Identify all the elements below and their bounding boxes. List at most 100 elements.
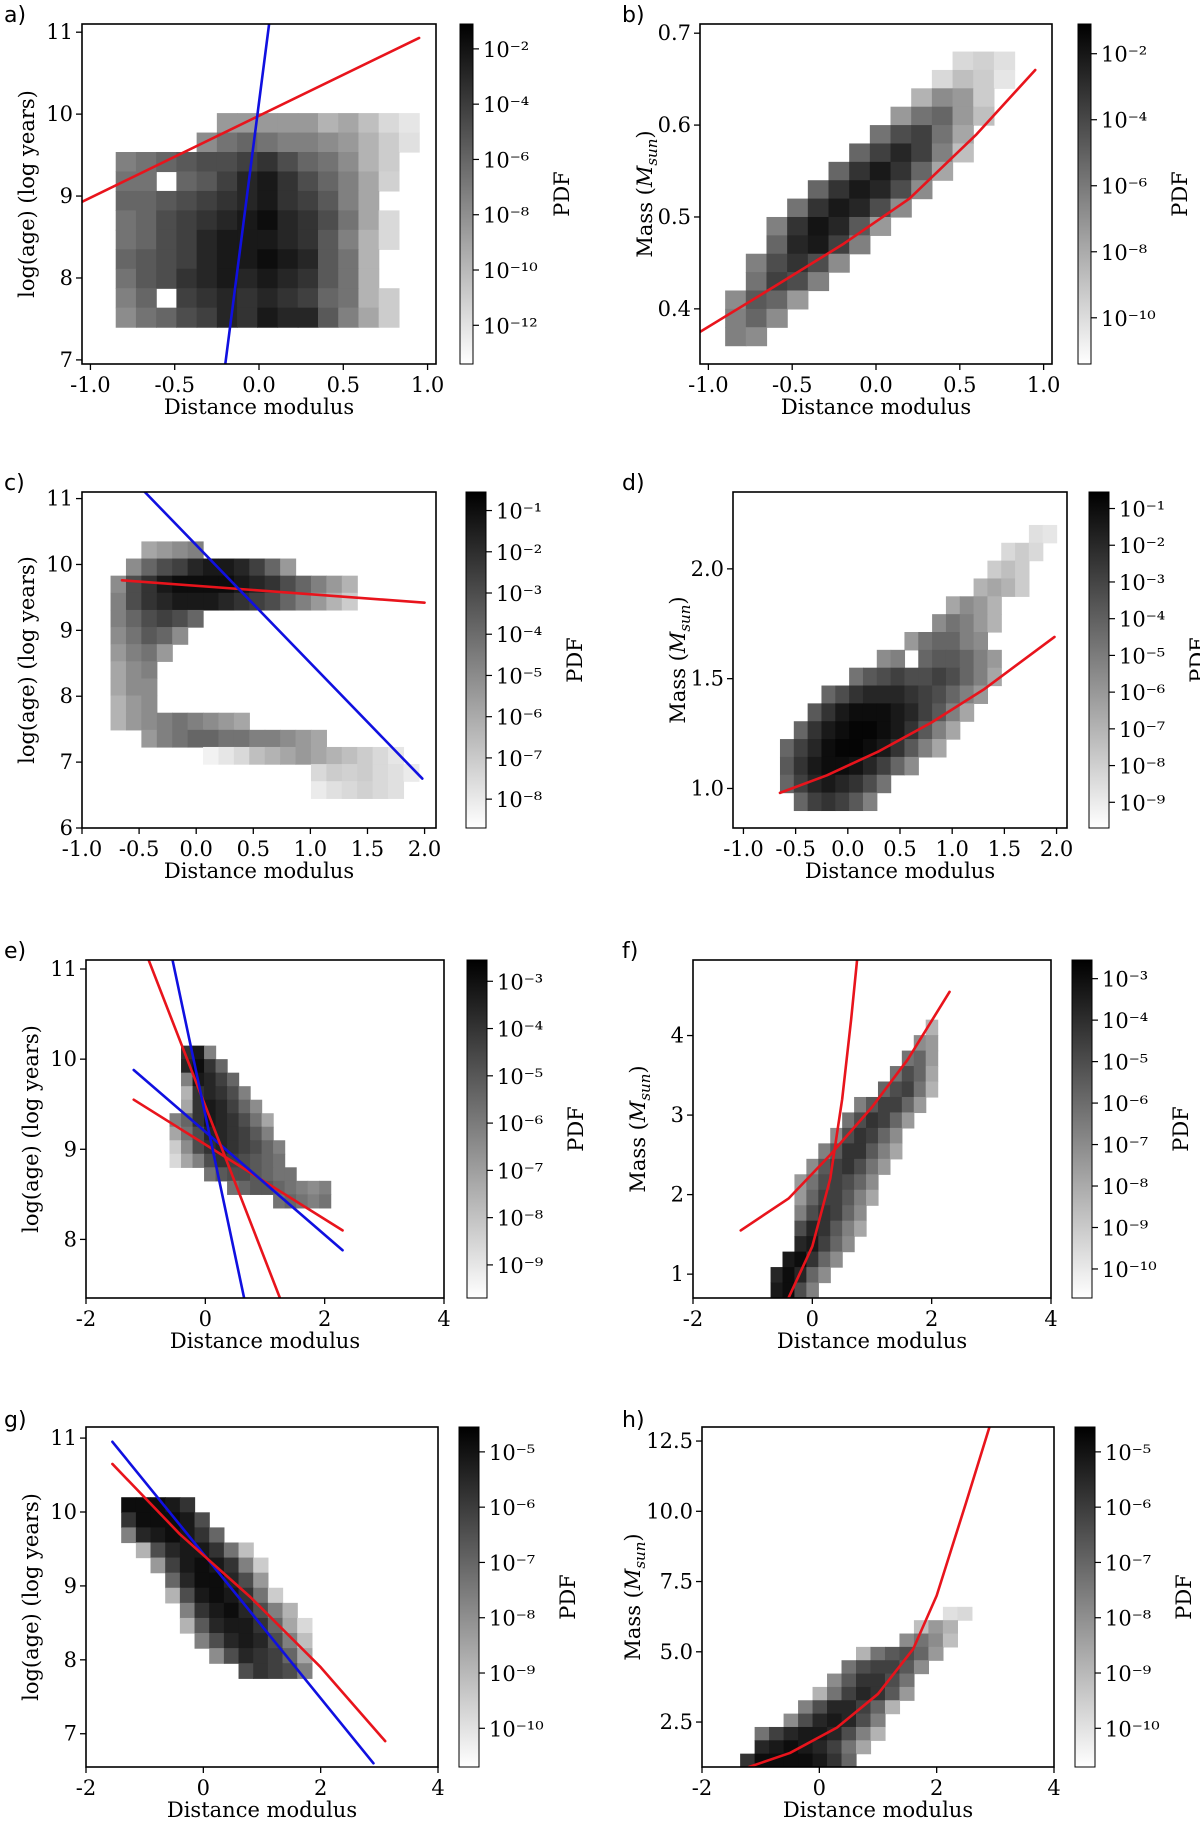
heatmap-cell bbox=[782, 1251, 796, 1268]
heatmap-cell bbox=[807, 721, 823, 740]
colorbar bbox=[459, 23, 474, 365]
x-tick-label: 0.0 bbox=[179, 837, 212, 861]
fit-lines bbox=[739, 960, 951, 1298]
colorbar-tick-label: 10⁻⁸ bbox=[1102, 1175, 1148, 1199]
x-tick-label: 0.0 bbox=[831, 837, 864, 861]
heatmap-cell bbox=[911, 106, 933, 126]
heatmap-cell bbox=[261, 1153, 274, 1168]
heatmap-cell bbox=[828, 216, 850, 236]
heatmap-cell bbox=[194, 1602, 210, 1619]
heatmap-cell bbox=[176, 152, 198, 173]
heatmap-cell bbox=[876, 649, 892, 669]
heatmap-cell bbox=[890, 125, 912, 145]
heatmap-cell bbox=[238, 1126, 251, 1141]
heatmap-cell bbox=[876, 685, 892, 704]
colorbar-tick-label: 10⁻⁶ bbox=[1102, 1092, 1148, 1116]
heatmap-cell bbox=[338, 171, 360, 192]
heatmap-cell bbox=[125, 695, 142, 714]
heatmap-cell bbox=[849, 703, 864, 722]
heatmap-cell bbox=[842, 1220, 855, 1237]
heatmap-cell bbox=[862, 721, 878, 740]
heatmap-cell bbox=[952, 143, 974, 163]
heatmap-cell bbox=[267, 1663, 284, 1679]
y-tick-label: 7.5 bbox=[660, 1570, 693, 1594]
heatmap-cell bbox=[280, 746, 297, 765]
heatmap-cell bbox=[357, 746, 374, 765]
heatmap-cell bbox=[807, 198, 830, 218]
x-tick-label: 2 bbox=[925, 1307, 938, 1331]
colorbar-tick-label: 10⁻⁶ bbox=[496, 706, 542, 730]
heatmap-cell bbox=[203, 746, 220, 765]
heatmap-cell bbox=[849, 756, 864, 776]
heatmap-cell bbox=[812, 1700, 828, 1715]
heatmap-cell bbox=[296, 1194, 309, 1209]
heatmap-cell bbox=[862, 667, 878, 687]
heatmap-cell bbox=[326, 764, 343, 782]
heatmap-cell bbox=[889, 1081, 903, 1098]
heatmap-cell bbox=[156, 307, 177, 328]
heatmap-cell bbox=[318, 190, 339, 211]
heatmap-cell bbox=[812, 1740, 828, 1755]
colorbar bbox=[1071, 959, 1093, 1299]
heatmap-cell bbox=[110, 661, 127, 680]
heatmap-cell bbox=[125, 558, 142, 577]
heatmap-cell bbox=[318, 210, 339, 231]
heatmap-cell bbox=[358, 152, 380, 173]
y-axis-label: log(age) (log years) bbox=[15, 90, 39, 298]
heatmap-cell bbox=[141, 661, 158, 680]
heatmap-cell bbox=[358, 249, 380, 270]
heatmap-cell bbox=[125, 712, 142, 731]
fit-line-red-fit-1 bbox=[739, 990, 951, 1232]
heatmap-cell bbox=[307, 1194, 320, 1209]
heatmap-cell bbox=[952, 51, 974, 71]
heatmap-cell bbox=[827, 1753, 843, 1767]
heatmap-cell bbox=[194, 1633, 210, 1649]
heatmap-cell bbox=[277, 288, 299, 309]
heatmap-cell bbox=[830, 1251, 843, 1268]
heatmap-cell bbox=[218, 575, 235, 594]
heatmap-cell bbox=[209, 1587, 225, 1604]
x-tick-label: 1.0 bbox=[1027, 373, 1060, 397]
heatmap-cell bbox=[141, 541, 158, 560]
heatmap-cell bbox=[165, 1557, 181, 1574]
heatmap-cell bbox=[338, 113, 360, 134]
heatmap-cell bbox=[754, 1740, 770, 1755]
heatmap-cell bbox=[172, 712, 189, 731]
heatmap-cell bbox=[156, 729, 173, 748]
x-tick-label: -2 bbox=[76, 1307, 96, 1331]
colorbar-tick-label: 10⁻⁵ bbox=[1102, 1051, 1148, 1075]
heatmap-cell bbox=[835, 721, 850, 740]
colorbar-tick-label: 10⁻⁷ bbox=[496, 747, 542, 771]
heatmap-cell bbox=[812, 1753, 828, 1767]
heatmap-cell bbox=[295, 575, 312, 594]
heatmap-cell bbox=[798, 1700, 814, 1715]
heatmap-cell bbox=[807, 253, 830, 273]
colorbar-tick-label: 10⁻⁴ bbox=[483, 93, 529, 117]
heatmap-cell bbox=[856, 1713, 872, 1728]
heatmap-cell bbox=[135, 1542, 152, 1559]
heatmap-cell bbox=[957, 1606, 973, 1621]
heatmap-cell bbox=[215, 1113, 228, 1128]
heatmap-cell bbox=[203, 712, 220, 731]
heatmap-cell bbox=[973, 667, 989, 687]
panel-d: -1.0 -0.5 0.0 0.5 1.0 1.5 2.0 1.0 1.5 2.0 Distance… bbox=[666, 491, 1200, 883]
heatmap-cell bbox=[841, 1660, 857, 1675]
heatmap-cell bbox=[297, 288, 319, 309]
heatmap-cell bbox=[378, 229, 400, 250]
heatmap-cell bbox=[904, 632, 919, 651]
heatmap-cell bbox=[253, 1648, 269, 1664]
heatmap-cell bbox=[884, 1700, 901, 1715]
heatmap-cell bbox=[233, 592, 250, 611]
heatmap-cell bbox=[890, 685, 906, 704]
colorbar bbox=[1088, 491, 1110, 829]
heatmap-cell bbox=[277, 152, 299, 173]
heatmap-cell bbox=[227, 1126, 240, 1141]
heatmap-cell bbox=[284, 1180, 297, 1195]
colorbar-label: PDF bbox=[1172, 1574, 1196, 1620]
heatmap-cell bbox=[945, 614, 961, 633]
heatmap-cell bbox=[830, 1174, 843, 1191]
heatmap-cell bbox=[841, 1740, 857, 1755]
heatmap-cell bbox=[115, 190, 137, 211]
heatmap-cell bbox=[135, 190, 157, 211]
